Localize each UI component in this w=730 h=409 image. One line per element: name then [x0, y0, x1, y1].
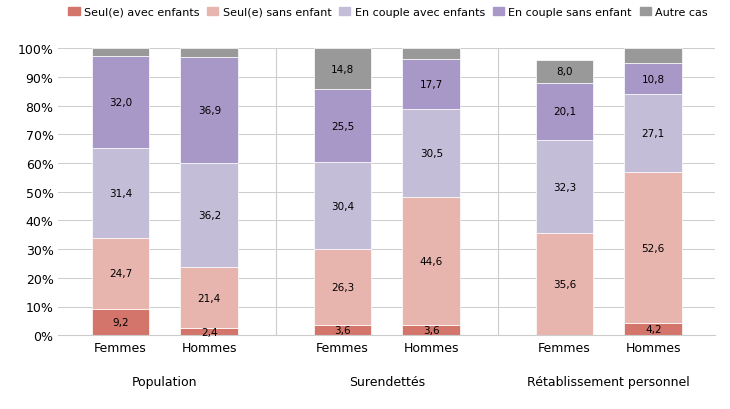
Text: 20,1: 20,1: [553, 107, 576, 117]
Bar: [402, 325, 460, 335]
Text: 32,0: 32,0: [109, 98, 132, 108]
Text: 36,2: 36,2: [198, 211, 221, 220]
Text: 14,8: 14,8: [331, 65, 354, 74]
Bar: [402, 110, 460, 198]
Bar: [180, 164, 238, 267]
Text: 9,2: 9,2: [112, 317, 129, 327]
Text: 26,3: 26,3: [331, 283, 354, 292]
Text: 44,6: 44,6: [420, 256, 443, 266]
Bar: [402, 198, 460, 325]
Text: 4,2: 4,2: [645, 324, 661, 334]
Text: Rétablissement personnel: Rétablissement personnel: [528, 375, 691, 389]
Bar: [624, 95, 682, 173]
Text: 10,8: 10,8: [642, 75, 665, 85]
Bar: [314, 163, 372, 250]
Bar: [92, 49, 150, 57]
Bar: [402, 49, 460, 59]
Bar: [536, 83, 593, 141]
Text: 52,6: 52,6: [642, 243, 665, 253]
Bar: [92, 309, 150, 335]
Text: 2,4: 2,4: [201, 327, 218, 337]
Bar: [314, 90, 372, 163]
Bar: [314, 49, 372, 90]
Bar: [536, 141, 593, 234]
Bar: [180, 49, 238, 58]
Text: 25,5: 25,5: [331, 121, 354, 131]
Bar: [624, 324, 682, 335]
Bar: [536, 234, 593, 335]
Bar: [624, 64, 682, 95]
Bar: [92, 238, 150, 309]
Text: 31,4: 31,4: [109, 189, 132, 198]
Bar: [624, 49, 682, 64]
Bar: [314, 325, 372, 335]
Text: 21,4: 21,4: [198, 293, 221, 303]
Bar: [536, 61, 593, 83]
Bar: [92, 57, 150, 148]
Text: 30,4: 30,4: [331, 201, 354, 211]
Text: Surendettés: Surendettés: [349, 375, 425, 389]
Text: 3,6: 3,6: [334, 325, 351, 335]
Text: Population: Population: [132, 375, 198, 389]
Text: 30,5: 30,5: [420, 149, 443, 159]
Text: 3,6: 3,6: [423, 325, 439, 335]
Bar: [180, 328, 238, 335]
Text: 24,7: 24,7: [109, 269, 132, 279]
Bar: [624, 173, 682, 324]
Bar: [92, 148, 150, 238]
Bar: [180, 267, 238, 328]
Text: 17,7: 17,7: [420, 80, 443, 90]
Legend: Seul(e) avec enfants, Seul(e) sans enfant, En couple avec enfants, En couple san: Seul(e) avec enfants, Seul(e) sans enfan…: [64, 3, 712, 22]
Bar: [402, 59, 460, 110]
Text: 8,0: 8,0: [556, 67, 573, 77]
Text: 32,3: 32,3: [553, 182, 576, 192]
Text: 35,6: 35,6: [553, 279, 576, 290]
Bar: [314, 250, 372, 325]
Bar: [180, 58, 238, 164]
Text: 27,1: 27,1: [642, 129, 665, 139]
Text: 36,9: 36,9: [198, 106, 221, 116]
